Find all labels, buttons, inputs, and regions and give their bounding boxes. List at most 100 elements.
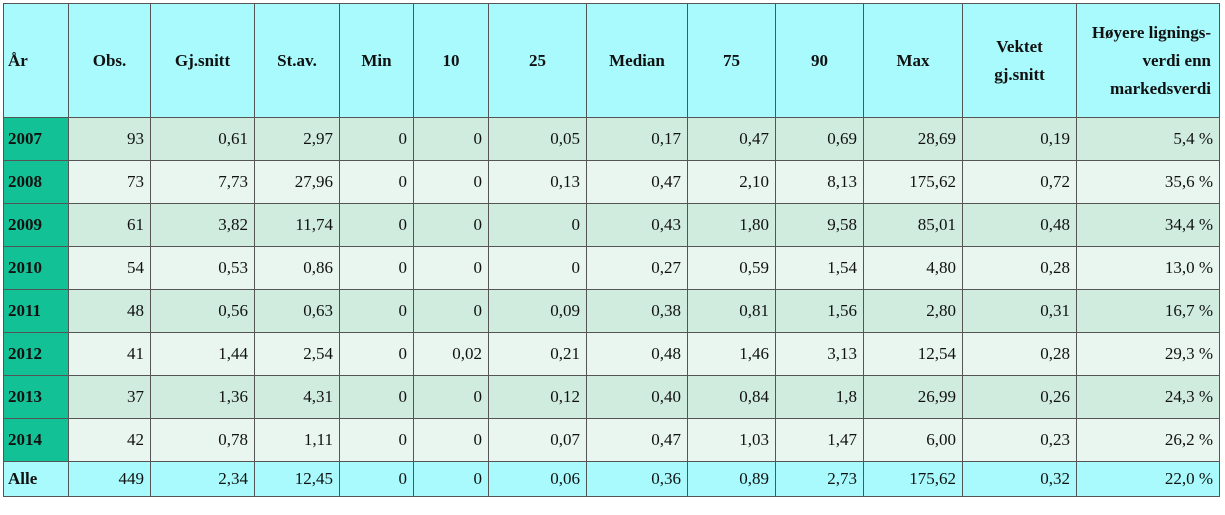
cell-obs: 73 [68,160,151,204]
cell-median: 0,27 [586,246,688,290]
cell-p10: 0 [413,461,489,497]
cell-min: 0 [339,203,414,247]
cell-mean: 0,78 [150,418,255,462]
cell-stdev: 11,74 [254,203,340,247]
cell-p90: 9,58 [775,203,864,247]
cell-obs: 54 [68,246,151,290]
cell-mean: 2,34 [150,461,255,497]
cell-p90: 3,13 [775,332,864,376]
cell-higher-assessed-value: 35,6 % [1076,160,1220,204]
cell-obs: 61 [68,203,151,247]
cell-weighted-mean: 0,28 [962,246,1077,290]
cell-stdev: 0,63 [254,289,340,333]
header-line: verdi enn [1142,50,1211,70]
cell-higher-assessed-value: 26,2 % [1076,418,1220,462]
header-line: Høyere lignings- [1091,22,1211,42]
cell-p25: 0,12 [488,375,587,419]
cell-p90: 2,73 [775,461,864,497]
cell-weighted-mean: 0,28 [962,332,1077,376]
table-row: 2009 61 3,82 11,74 0 0 0 0,43 1,80 9,58 85,01 0,48 3… [3,203,1220,247]
cell-p25: 0,09 [488,289,587,333]
header-cell-max: Max [863,3,963,118]
cell-weighted-mean: 0,32 [962,461,1077,497]
cell-mean: 1,44 [150,332,255,376]
table-row: 2007 93 0,61 2,97 0 0 0,05 0,17 0,47 0,69 28,69 0,1… [3,117,1220,161]
cell-year: 2012 [3,332,69,376]
cell-p90: 1,47 [775,418,864,462]
cell-year: 2008 [3,160,69,204]
header-cell-higher-assessed-value: Høyere lignings- verdi enn markedsverdi [1076,3,1220,118]
cell-obs: 41 [68,332,151,376]
cell-stdev: 2,54 [254,332,340,376]
cell-median: 0,17 [586,117,688,161]
cell-higher-assessed-value: 16,7 % [1076,289,1220,333]
cell-min: 0 [339,332,414,376]
header-cell-p75: 75 [687,3,776,118]
cell-weighted-mean: 0,72 [962,160,1077,204]
cell-higher-assessed-value: 22,0 % [1076,461,1220,497]
cell-obs: 48 [68,289,151,333]
cell-p75: 1,46 [687,332,776,376]
cell-p25: 0 [488,203,587,247]
header-cell-p25: 25 [488,3,587,118]
header-cell-obs: Obs. [68,3,151,118]
cell-weighted-mean: 0,31 [962,289,1077,333]
cell-higher-assessed-value: 24,3 % [1076,375,1220,419]
cell-year: 2009 [3,203,69,247]
cell-max: 28,69 [863,117,963,161]
table-row: 2008 73 7,73 27,96 0 0 0,13 0,47 2,10 8,13 175,62 0… [3,160,1220,204]
cell-p10: 0 [413,203,489,247]
cell-p75: 0,84 [687,375,776,419]
cell-p75: 2,10 [687,160,776,204]
cell-obs: 449 [68,461,151,497]
cell-median: 0,40 [586,375,688,419]
cell-weighted-mean: 0,23 [962,418,1077,462]
cell-min: 0 [339,246,414,290]
cell-obs: 37 [68,375,151,419]
cell-stdev: 0,86 [254,246,340,290]
header-line: gj.snitt [994,64,1045,84]
cell-weighted-mean: 0,19 [962,117,1077,161]
cell-max: 175,62 [863,160,963,204]
cell-obs: 93 [68,117,151,161]
cell-stdev: 4,31 [254,375,340,419]
header-cell-stdev: St.av. [254,3,340,118]
cell-year: 2014 [3,418,69,462]
table-row: 2010 54 0,53 0,86 0 0 0 0,27 0,59 1,54 4,80 0,28 13,… [3,246,1220,290]
cell-p25: 0,21 [488,332,587,376]
cell-year: 2011 [3,289,69,333]
cell-year: 2013 [3,375,69,419]
table-body: 2007 93 0,61 2,97 0 0 0,05 0,17 0,47 0,69 28,69 0,1… [3,117,1220,497]
cell-median: 0,47 [586,160,688,204]
cell-mean: 7,73 [150,160,255,204]
cell-higher-assessed-value: 29,3 % [1076,332,1220,376]
cell-p90: 0,69 [775,117,864,161]
cell-min: 0 [339,160,414,204]
cell-median: 0,48 [586,332,688,376]
cell-higher-assessed-value: 34,4 % [1076,203,1220,247]
cell-max: 175,62 [863,461,963,497]
header-line: markedsverdi [1109,78,1211,98]
cell-max: 2,80 [863,289,963,333]
statistics-table: År Obs. Gj.snitt St.av. Min 10 25 Median… [3,3,1220,497]
cell-median: 0,38 [586,289,688,333]
cell-median: 0,36 [586,461,688,497]
table-row: 2011 48 0,56 0,63 0 0 0,09 0,38 0,81 1,56 2,80 0,31… [3,289,1220,333]
cell-min: 0 [339,375,414,419]
cell-mean: 0,56 [150,289,255,333]
cell-weighted-mean: 0,48 [962,203,1077,247]
header-row: År Obs. Gj.snitt St.av. Min 10 25 Median… [3,3,1220,118]
header-cell-min: Min [339,3,414,118]
cell-stdev: 1,11 [254,418,340,462]
cell-p90: 8,13 [775,160,864,204]
cell-stdev: 2,97 [254,117,340,161]
header-cell-p10: 10 [413,3,489,118]
cell-max: 12,54 [863,332,963,376]
cell-mean: 0,61 [150,117,255,161]
table-row: Alle 449 2,34 12,45 0 0 0,06 0,36 0,89 2,73 175,62… [3,461,1220,497]
cell-p10: 0 [413,160,489,204]
cell-year: 2010 [3,246,69,290]
cell-p10: 0 [413,117,489,161]
cell-min: 0 [339,461,414,497]
cell-p10: 0 [413,289,489,333]
